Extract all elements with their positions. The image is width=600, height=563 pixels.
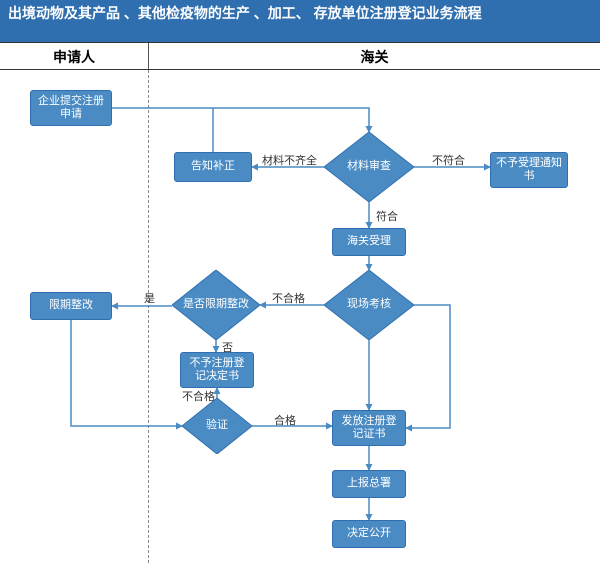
- node-review: 材料审查: [324, 132, 414, 202]
- node-inspect: 现场考核: [324, 270, 414, 340]
- lane-applicant: 申请人: [0, 43, 148, 69]
- node-report: 上报总署: [332, 470, 406, 498]
- flow-canvas: 材料不齐全不符合符合不合格是否不合格合格企业提交注册申请告知补正材料审查不予受理…: [0, 70, 600, 563]
- node-label-publish: 决定公开: [347, 527, 391, 540]
- node-label-report: 上报总署: [347, 477, 391, 490]
- lane-header: 申请人海关: [0, 42, 600, 70]
- node-deadline_q: 是否限期整改: [172, 270, 260, 340]
- node-notify: 告知补正: [174, 152, 252, 182]
- node-label-accept: 海关受理: [347, 235, 391, 248]
- edge-label-review-reject1: 不符合: [432, 152, 465, 168]
- edge-label-inspect-deadline_q: 不合格: [272, 290, 305, 306]
- node-reject2: 不予注册登记决定书: [180, 352, 254, 388]
- edge-submit-review: [112, 108, 369, 132]
- node-issue: 发放注册登记证书: [332, 410, 406, 446]
- node-label-inspect: 现场考核: [339, 298, 399, 311]
- lane-divider: [148, 70, 149, 563]
- node-label-notify: 告知补正: [191, 160, 235, 173]
- node-label-deadline_q: 是否限期整改: [175, 298, 257, 311]
- edge-label-review-notify: 材料不齐全: [262, 152, 317, 168]
- node-label-reject1: 不予受理通知书: [495, 157, 563, 183]
- edge-rectify-verify: [71, 320, 182, 426]
- node-publish: 决定公开: [332, 520, 406, 548]
- node-label-submit: 企业提交注册申请: [35, 95, 107, 121]
- node-label-reject2: 不予注册登记决定书: [185, 357, 249, 383]
- edge-label-deadline_q-rectify: 是: [144, 290, 155, 306]
- node-label-issue: 发放注册登记证书: [337, 415, 401, 441]
- node-verify: 验证: [182, 398, 252, 454]
- lane-customs: 海关: [149, 43, 600, 69]
- edge-label-review-accept: 符合: [376, 208, 398, 224]
- node-label-review: 材料审查: [339, 160, 399, 173]
- node-submit: 企业提交注册申请: [30, 90, 112, 126]
- node-accept: 海关受理: [332, 228, 406, 256]
- node-rectify: 限期整改: [30, 292, 112, 320]
- node-reject1: 不予受理通知书: [490, 152, 568, 188]
- edge-label-verify-issue: 合格: [274, 412, 296, 428]
- page-title: 出境动物及其产品 、其他检疫物的生产 、加工、 存放单位注册登记业务流程: [0, 0, 600, 42]
- node-label-verify: 验证: [198, 419, 236, 432]
- node-label-rectify: 限期整改: [49, 299, 93, 312]
